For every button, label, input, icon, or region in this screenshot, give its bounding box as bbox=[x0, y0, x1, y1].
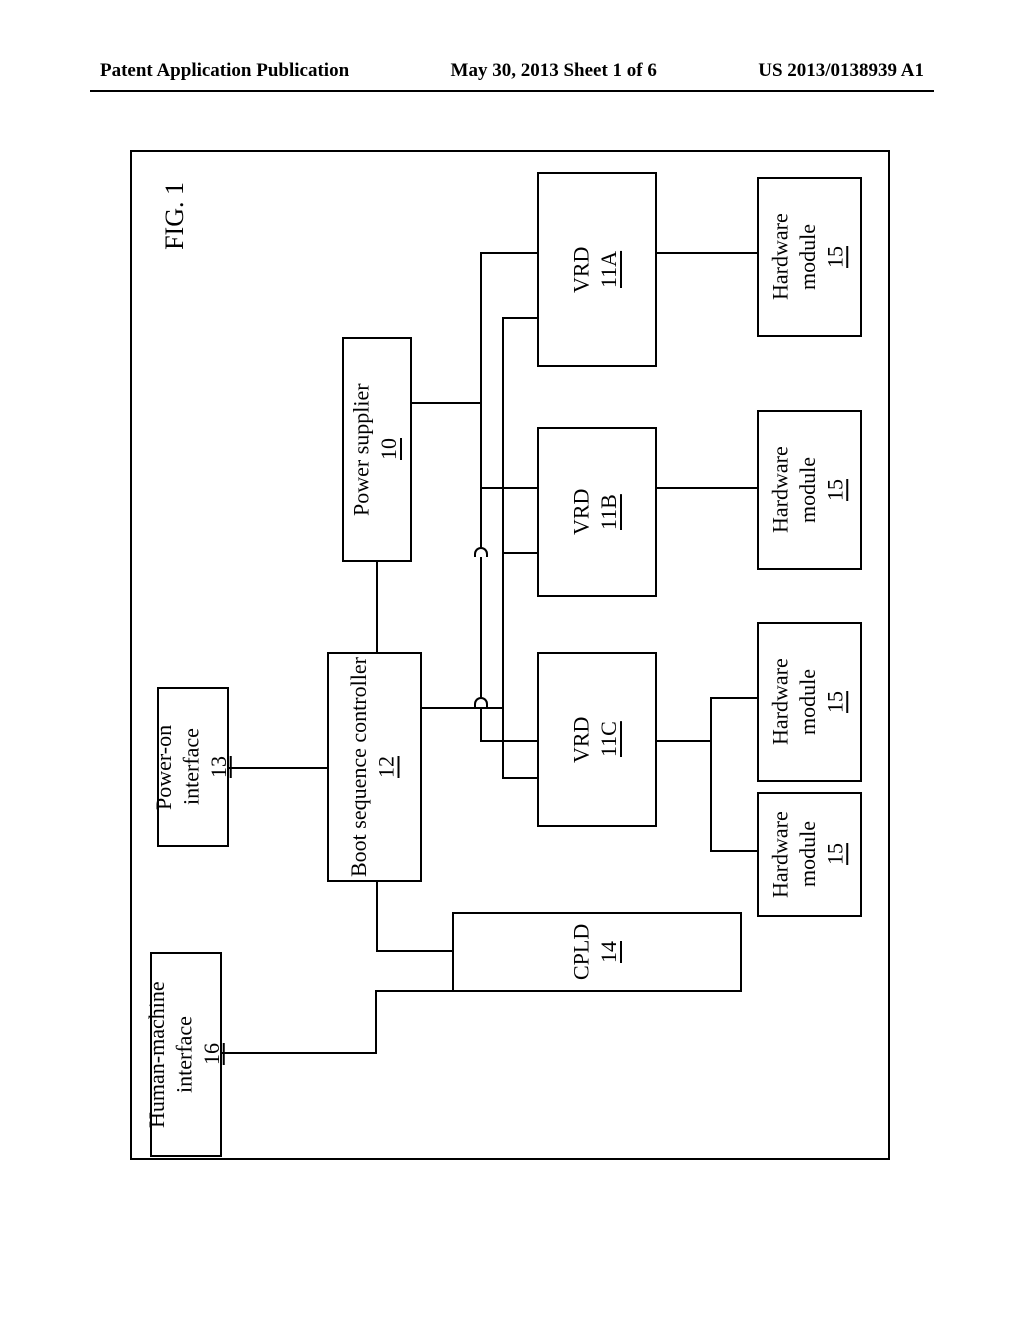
box-label: CPLD bbox=[568, 924, 596, 980]
edge bbox=[222, 1052, 377, 1054]
edge bbox=[480, 252, 482, 742]
edge bbox=[710, 850, 757, 852]
box-ref: 11A bbox=[595, 251, 623, 288]
box-ref: 15 bbox=[821, 479, 849, 501]
box-hardware-module-1: Hardware module 15 bbox=[757, 177, 862, 337]
edge bbox=[657, 740, 712, 742]
box-ref: 10 bbox=[375, 439, 403, 461]
edge bbox=[376, 882, 378, 952]
box-label: Human-machine interface bbox=[143, 954, 198, 1155]
box-label: Hardware module bbox=[766, 179, 821, 335]
box-cpld: CPLD 14 bbox=[452, 912, 742, 992]
header-rule bbox=[90, 90, 934, 92]
figure-1: FIG. 1 Power supplier 10 Boot sequence c… bbox=[130, 150, 890, 1160]
edge bbox=[710, 697, 712, 852]
box-power-supplier: Power supplier 10 bbox=[342, 337, 412, 562]
box-hardware-module-2: Hardware module 15 bbox=[757, 410, 862, 570]
line-break-icon bbox=[474, 697, 488, 707]
box-hardware-module-4: Hardware module 15 bbox=[757, 792, 862, 917]
box-boot-sequence-controller: Boot sequence controller 12 bbox=[327, 652, 422, 882]
box-label: Power supplier bbox=[348, 383, 376, 516]
box-ref: 11B bbox=[595, 494, 623, 530]
box-label: VRD bbox=[568, 246, 596, 292]
box-ref: 16 bbox=[198, 1044, 226, 1066]
box-label: Boot sequence controller bbox=[345, 657, 373, 877]
figure-caption: FIG. 1 bbox=[160, 182, 190, 250]
header-center: May 30, 2013 Sheet 1 of 6 bbox=[451, 60, 657, 82]
box-vrd-11a: VRD 11A bbox=[537, 172, 657, 367]
edge bbox=[502, 317, 504, 777]
header-left: Patent Application Publication bbox=[100, 60, 349, 82]
edge bbox=[502, 777, 537, 779]
box-label: VRD bbox=[568, 716, 596, 762]
box-ref: 12 bbox=[373, 756, 401, 778]
box-ref: 14 bbox=[595, 941, 623, 963]
box-label: Power-on interface bbox=[150, 689, 205, 845]
edge bbox=[657, 252, 757, 254]
box-ref: 15 bbox=[821, 844, 849, 866]
box-hardware-module-3: Hardware module 15 bbox=[757, 622, 862, 782]
box-label: Hardware module bbox=[766, 794, 821, 915]
edge bbox=[375, 990, 377, 1052]
box-label: Hardware module bbox=[766, 624, 821, 780]
edge bbox=[480, 252, 537, 254]
edge bbox=[657, 487, 757, 489]
edge bbox=[376, 950, 452, 952]
box-ref: 15 bbox=[821, 691, 849, 713]
box-human-machine-interface: Human-machine interface 16 bbox=[150, 952, 222, 1157]
box-vrd-11c: VRD 11C bbox=[537, 652, 657, 827]
edge bbox=[412, 402, 482, 404]
edge bbox=[502, 317, 537, 319]
page-header: Patent Application Publication May 30, 2… bbox=[0, 60, 1024, 82]
edge bbox=[502, 552, 537, 554]
box-power-on-interface: Power-on interface 13 bbox=[157, 687, 229, 847]
box-vrd-11b: VRD 11B bbox=[537, 427, 657, 597]
edge bbox=[375, 990, 452, 992]
edge bbox=[480, 740, 537, 742]
edge bbox=[710, 697, 757, 699]
edge bbox=[229, 767, 327, 769]
header-right: US 2013/0138939 A1 bbox=[758, 60, 924, 82]
box-ref: 15 bbox=[821, 246, 849, 268]
box-label: VRD bbox=[568, 489, 596, 535]
box-ref: 11C bbox=[595, 722, 623, 758]
line-break-icon bbox=[474, 547, 488, 557]
edge bbox=[422, 707, 504, 709]
box-label: Hardware module bbox=[766, 412, 821, 568]
edge bbox=[480, 487, 537, 489]
edge bbox=[376, 562, 378, 652]
